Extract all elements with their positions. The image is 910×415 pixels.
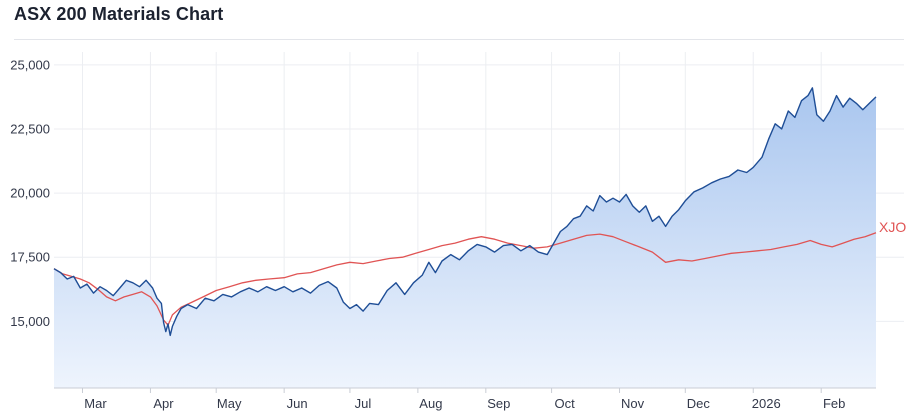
xjo-series-label: XJO xyxy=(879,219,906,235)
materials-area xyxy=(54,87,876,389)
y-tick-label: 15,000 xyxy=(10,314,50,329)
y-tick-label: 22,500 xyxy=(10,121,50,136)
materials-area-layer xyxy=(54,87,876,389)
x-tick-label: Jun xyxy=(287,396,308,411)
title-divider xyxy=(14,39,904,40)
x-tick-label: Jul xyxy=(355,396,372,411)
axes: 15,000 17,500 20,000 22,500 25,000 Mar Apr May J… xyxy=(10,57,876,411)
x-tick-label: Apr xyxy=(153,396,174,411)
series-labels: XJO xyxy=(879,219,906,235)
materials-line xyxy=(53,87,877,337)
x-tick-label: May xyxy=(217,396,242,411)
xjo-line xyxy=(53,232,877,326)
x-tick-label: Mar xyxy=(84,396,107,411)
x-tick-label: Sep xyxy=(487,396,510,411)
series-lines xyxy=(53,87,877,337)
x-tick-label: Nov xyxy=(621,396,645,411)
x-tick-label: 2026 xyxy=(752,396,781,411)
y-tick-label: 20,000 xyxy=(10,186,50,201)
x-tick-label: Aug xyxy=(419,396,442,411)
chart-title: ASX 200 Materials Chart xyxy=(14,4,224,24)
y-tick-label: 25,000 xyxy=(10,57,50,72)
x-tick-label: Feb xyxy=(823,396,845,411)
x-tick-label: Dec xyxy=(687,396,711,411)
x-tick-label: Oct xyxy=(554,396,575,411)
y-tick-label: 17,500 xyxy=(10,250,50,265)
